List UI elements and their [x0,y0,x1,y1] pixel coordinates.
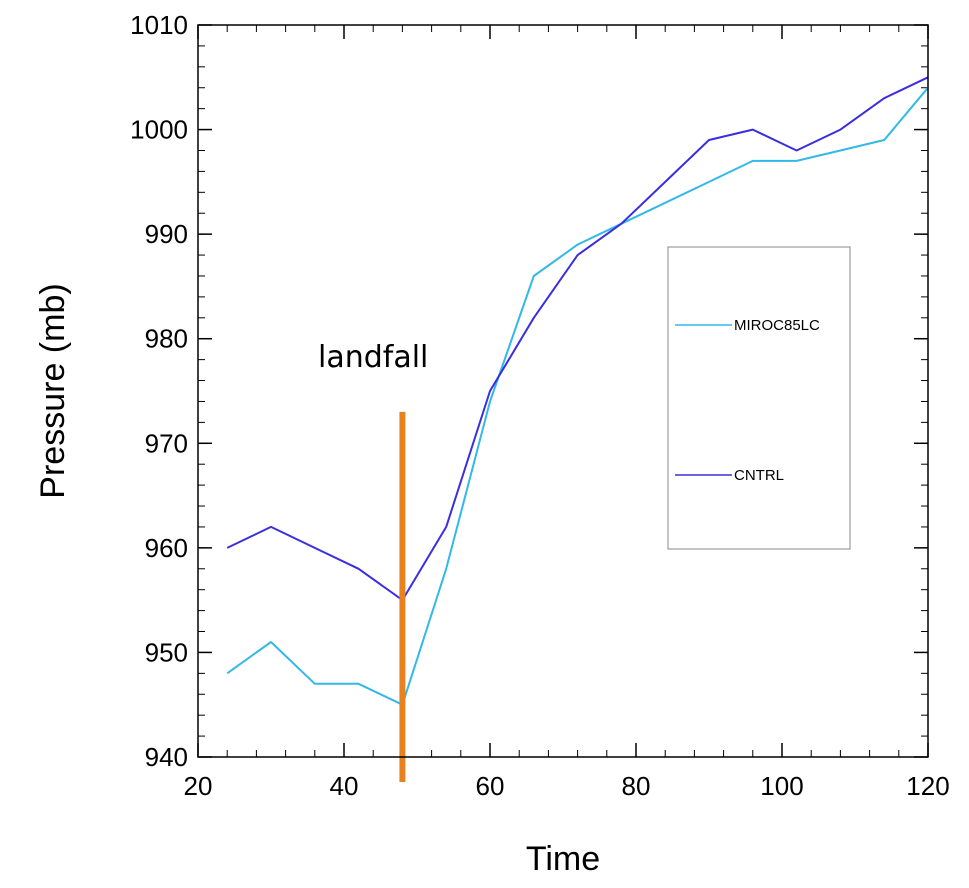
plot-frame [197,24,929,758]
y-tick-label: 970 [145,428,188,458]
y-tick-label: 960 [145,533,188,563]
series-line-cntrl [226,76,929,602]
legend: MIROC85LC CNTRL [667,246,851,550]
x-tick-label: 120 [906,771,949,801]
x-tick-label: 60 [476,771,505,801]
y-tick-label: 990 [145,219,188,249]
y-tick-label: 940 [145,742,188,772]
x-axis-title: Time [526,840,600,878]
landfall-label: landfall [318,340,428,375]
series-layer [226,76,929,706]
legend-box [667,246,851,550]
x-tick-label: 20 [184,771,213,801]
x-tick-label: 100 [760,771,803,801]
y-tick-label: 980 [145,324,188,354]
x-tick-label: 80 [622,771,651,801]
y-tick-label: 950 [145,637,188,667]
legend-label: CNTRL [734,467,784,484]
y-tick-label: 1010 [130,10,188,40]
y-tick-label: 1000 [130,115,188,145]
series-line-miroc85lc [226,87,929,706]
x-tick-label: 40 [330,771,359,801]
annotation-layer: landfall [318,340,428,782]
legend-label: MIROC85LC [734,317,820,334]
y-axis-title: Pressure (mb) [34,283,72,498]
axes: 20 40 60 80 100 120 940 950 960 970 980 990 1000 1010 [130,10,950,801]
